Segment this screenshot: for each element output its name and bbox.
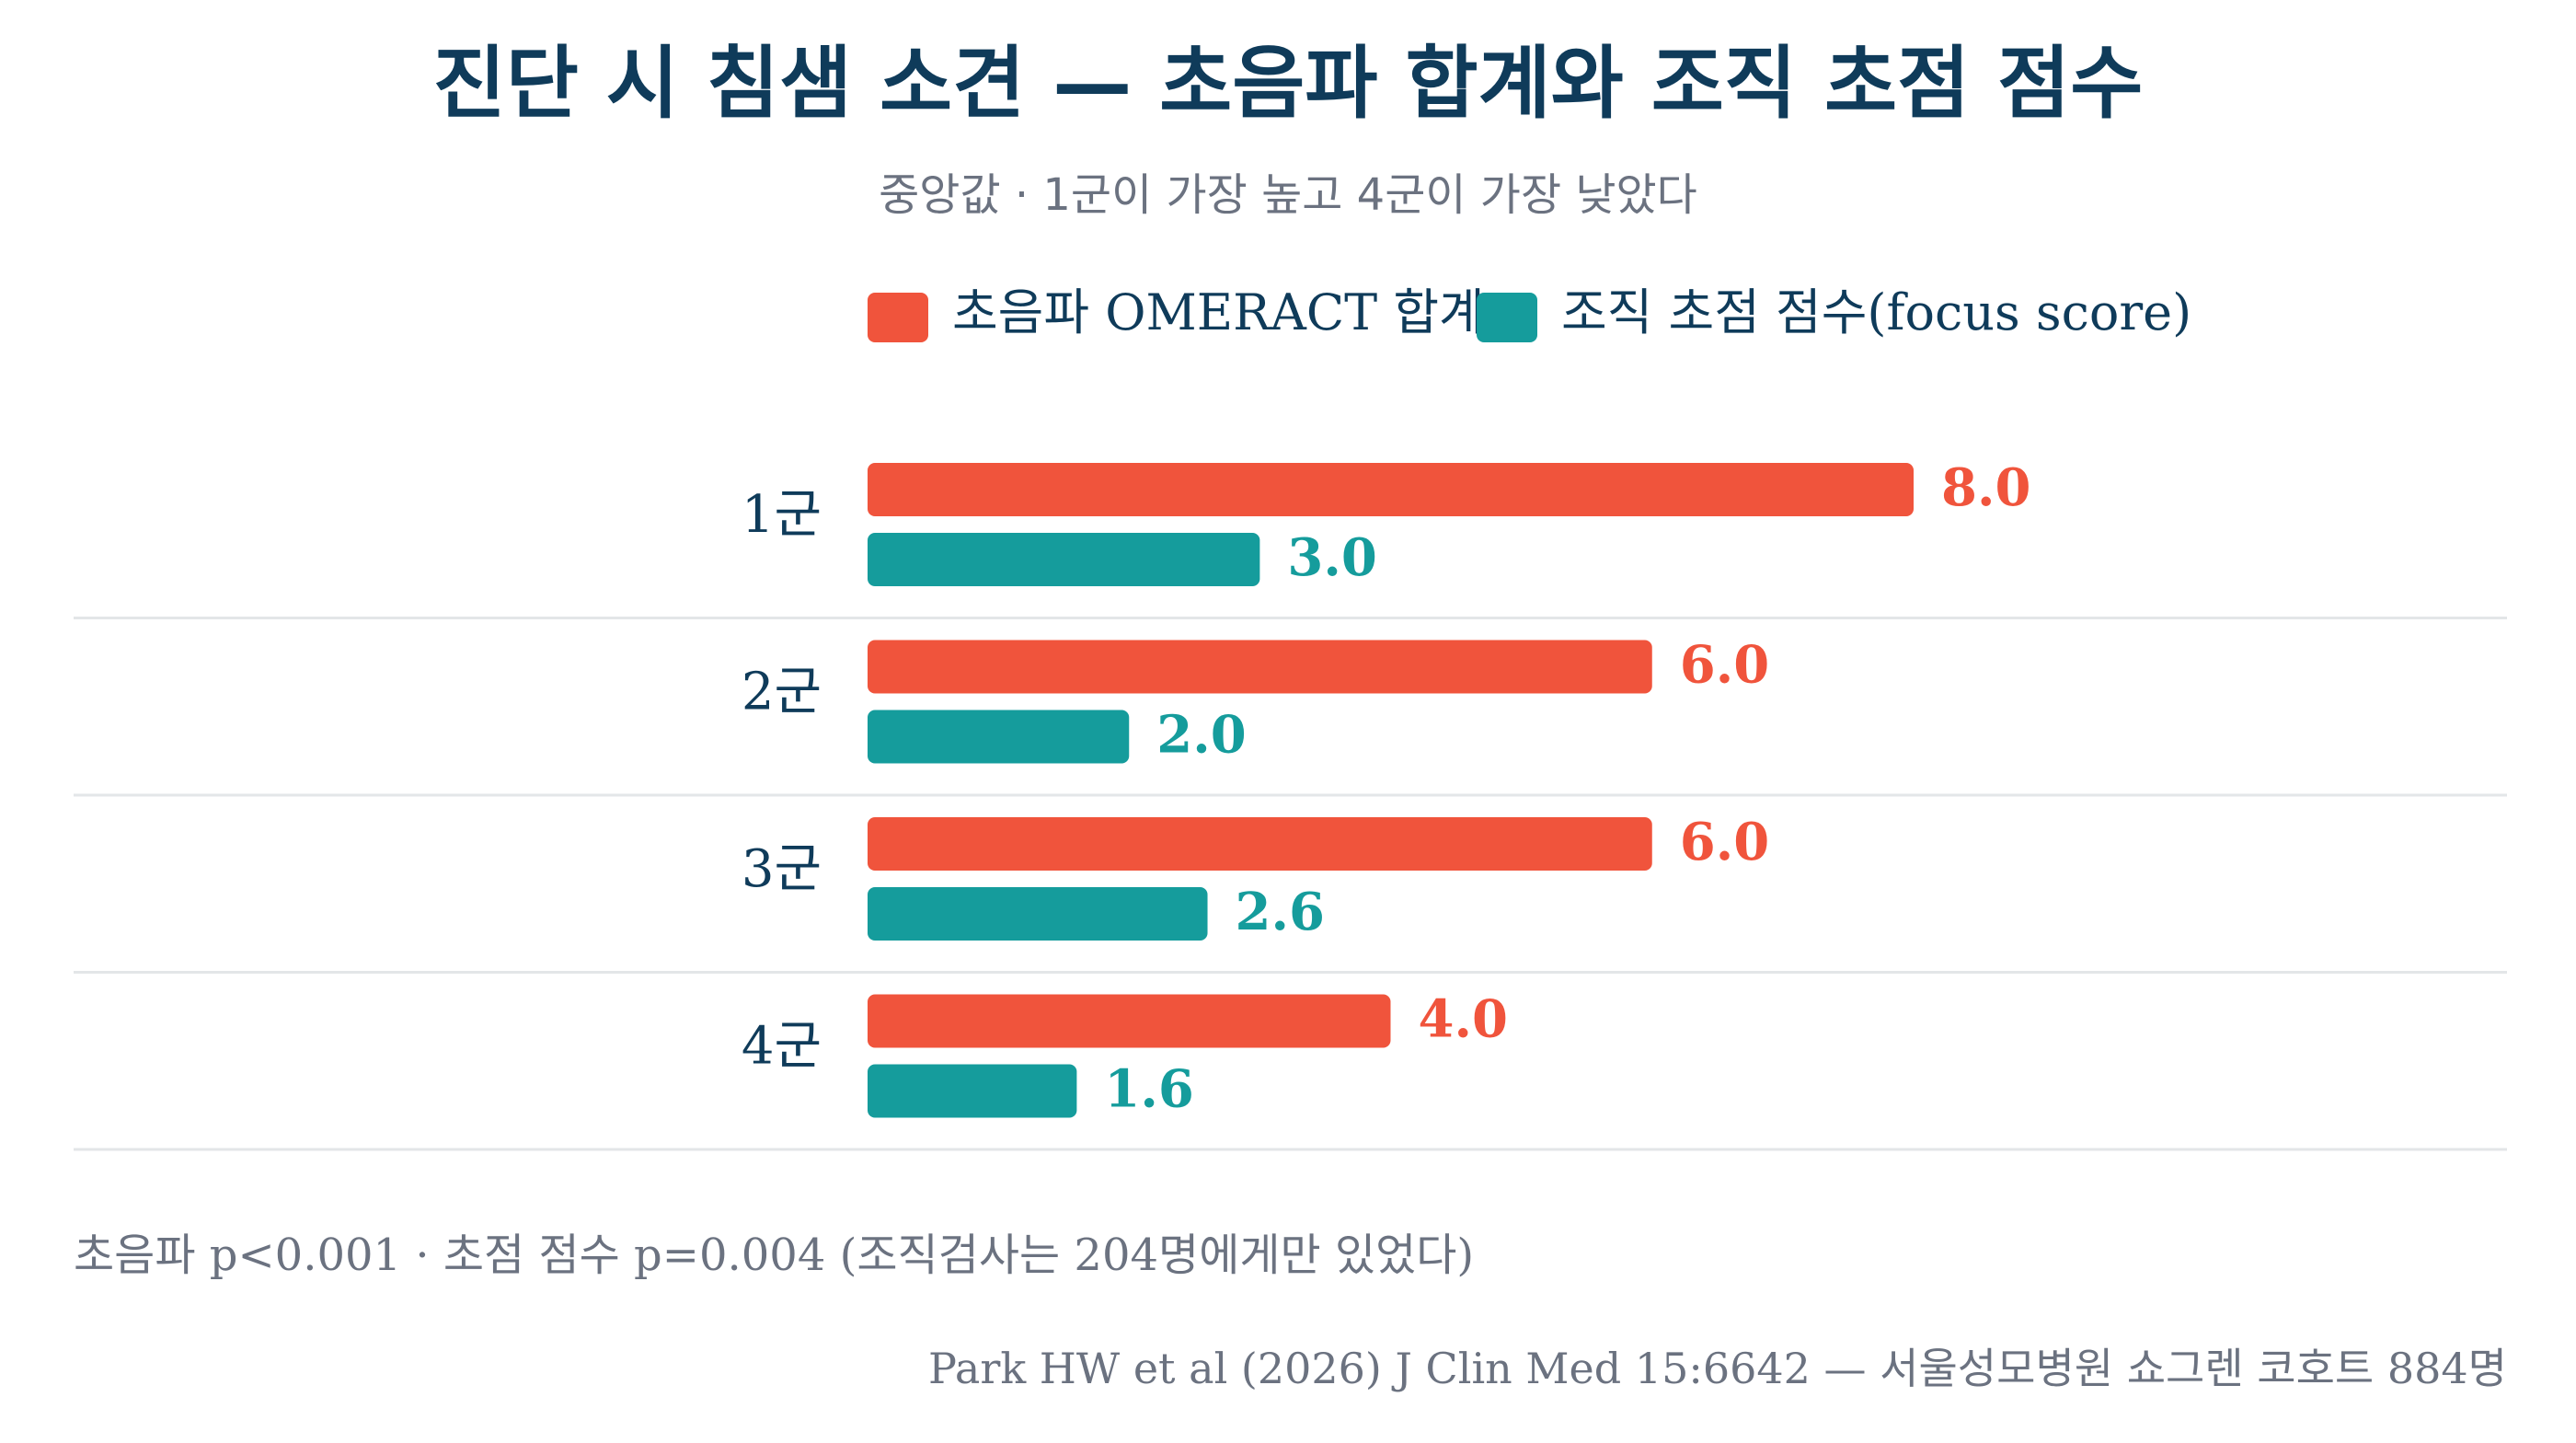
legend-label-1: 초음파 OMERACT 합계 bbox=[952, 283, 1485, 341]
bar-ultrasound bbox=[868, 640, 1652, 694]
category-label: 4군 bbox=[742, 1017, 822, 1077]
bars: 1군 8.0 3.0 2군 6.0 2.0 3군 6.0 2.6 4군 4.0 1.6 bbox=[742, 457, 2031, 1120]
data-label: 6.0 bbox=[1680, 812, 1769, 872]
bar-focus-score bbox=[868, 710, 1130, 764]
legend: 초음파 OMERACT 합계 조직 초점 점수(focus score) bbox=[868, 283, 2191, 342]
bar-ultrasound bbox=[868, 463, 1914, 516]
bar-ultrasound bbox=[868, 817, 1652, 871]
legend-swatch-2 bbox=[1477, 293, 1537, 342]
category-label: 1군 bbox=[742, 485, 822, 545]
data-label: 6.0 bbox=[1680, 635, 1769, 696]
row-separators bbox=[74, 617, 2507, 1151]
bar-ultrasound bbox=[868, 994, 1391, 1048]
chart-title: 진단 시 침샘 소견 — 초음파 합계와 조직 초점 점수 bbox=[433, 38, 2144, 130]
bar-focus-score bbox=[868, 887, 1208, 941]
category-label: 3군 bbox=[742, 839, 822, 899]
data-label: 8.0 bbox=[1941, 457, 2030, 518]
legend-swatch-1 bbox=[868, 293, 928, 342]
data-label: 3.0 bbox=[1287, 527, 1376, 588]
chart-source: Park HW et al (2026) J Clin Med 15:6642 … bbox=[928, 1344, 2507, 1393]
bar-focus-score bbox=[868, 533, 1260, 586]
data-label: 1.6 bbox=[1104, 1059, 1193, 1120]
data-label: 2.6 bbox=[1236, 882, 1325, 942]
bar-focus-score bbox=[868, 1064, 1077, 1118]
legend-label-2: 조직 초점 점수(focus score) bbox=[1561, 283, 2191, 341]
data-label: 2.0 bbox=[1156, 705, 1246, 766]
data-label: 4.0 bbox=[1419, 989, 1508, 1050]
chart-subtitle: 중앙값 · 1군이 가장 높고 4군이 가장 낮았다 bbox=[879, 169, 1697, 221]
chart-note: 초음파 p<0.001 · 초점 점수 p=0.004 (조직검사는 204명에… bbox=[74, 1229, 1474, 1281]
category-label: 2군 bbox=[742, 663, 822, 722]
